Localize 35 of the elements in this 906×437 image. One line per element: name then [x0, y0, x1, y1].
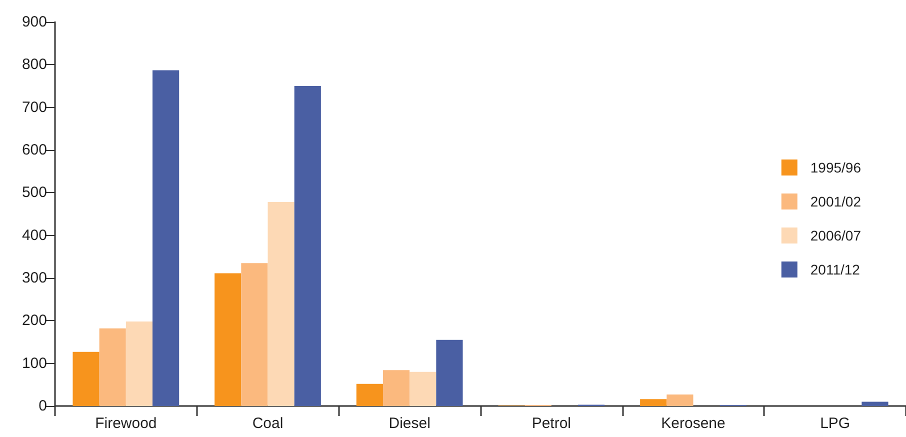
y-tick-label: 900 [22, 14, 47, 30]
bar [268, 202, 294, 406]
x-tick-label: Firewood [95, 415, 157, 432]
y-tick-label: 300 [22, 270, 47, 286]
legend-label: 2011/12 [810, 262, 860, 278]
x-tick-label: Kerosene [661, 415, 726, 432]
bar [214, 273, 242, 406]
y-tick-label: 700 [22, 98, 47, 116]
y-tick-label: 400 [22, 226, 47, 244]
y-tick-label: 500 [22, 184, 47, 202]
bar [152, 70, 180, 406]
legend-label: 2001/02 [810, 194, 862, 210]
x-tick-label: Petrol [532, 415, 572, 432]
x-tick-label: Diesel [388, 415, 430, 432]
bar [99, 328, 126, 406]
bar [862, 402, 888, 406]
bar [241, 263, 268, 406]
legend-label: 1995/96 [810, 160, 862, 176]
bar [436, 340, 463, 406]
y-tick-label: 800 [22, 56, 47, 74]
y-tick-label: 0 [38, 398, 47, 414]
y-tick-label: 600 [22, 142, 47, 158]
bar [356, 384, 383, 406]
y-tick-label: 100 [22, 354, 47, 372]
bar [126, 322, 153, 406]
bar [294, 86, 321, 406]
x-tick-label: LPG [820, 415, 850, 432]
bar [666, 394, 694, 406]
bar [410, 372, 436, 406]
bar [640, 399, 667, 406]
x-tick-label: Coal [252, 415, 284, 432]
bar [382, 370, 410, 406]
bar [72, 352, 100, 406]
legend-label: 2006/07 [810, 228, 862, 244]
y-tick-label: 200 [22, 312, 47, 330]
